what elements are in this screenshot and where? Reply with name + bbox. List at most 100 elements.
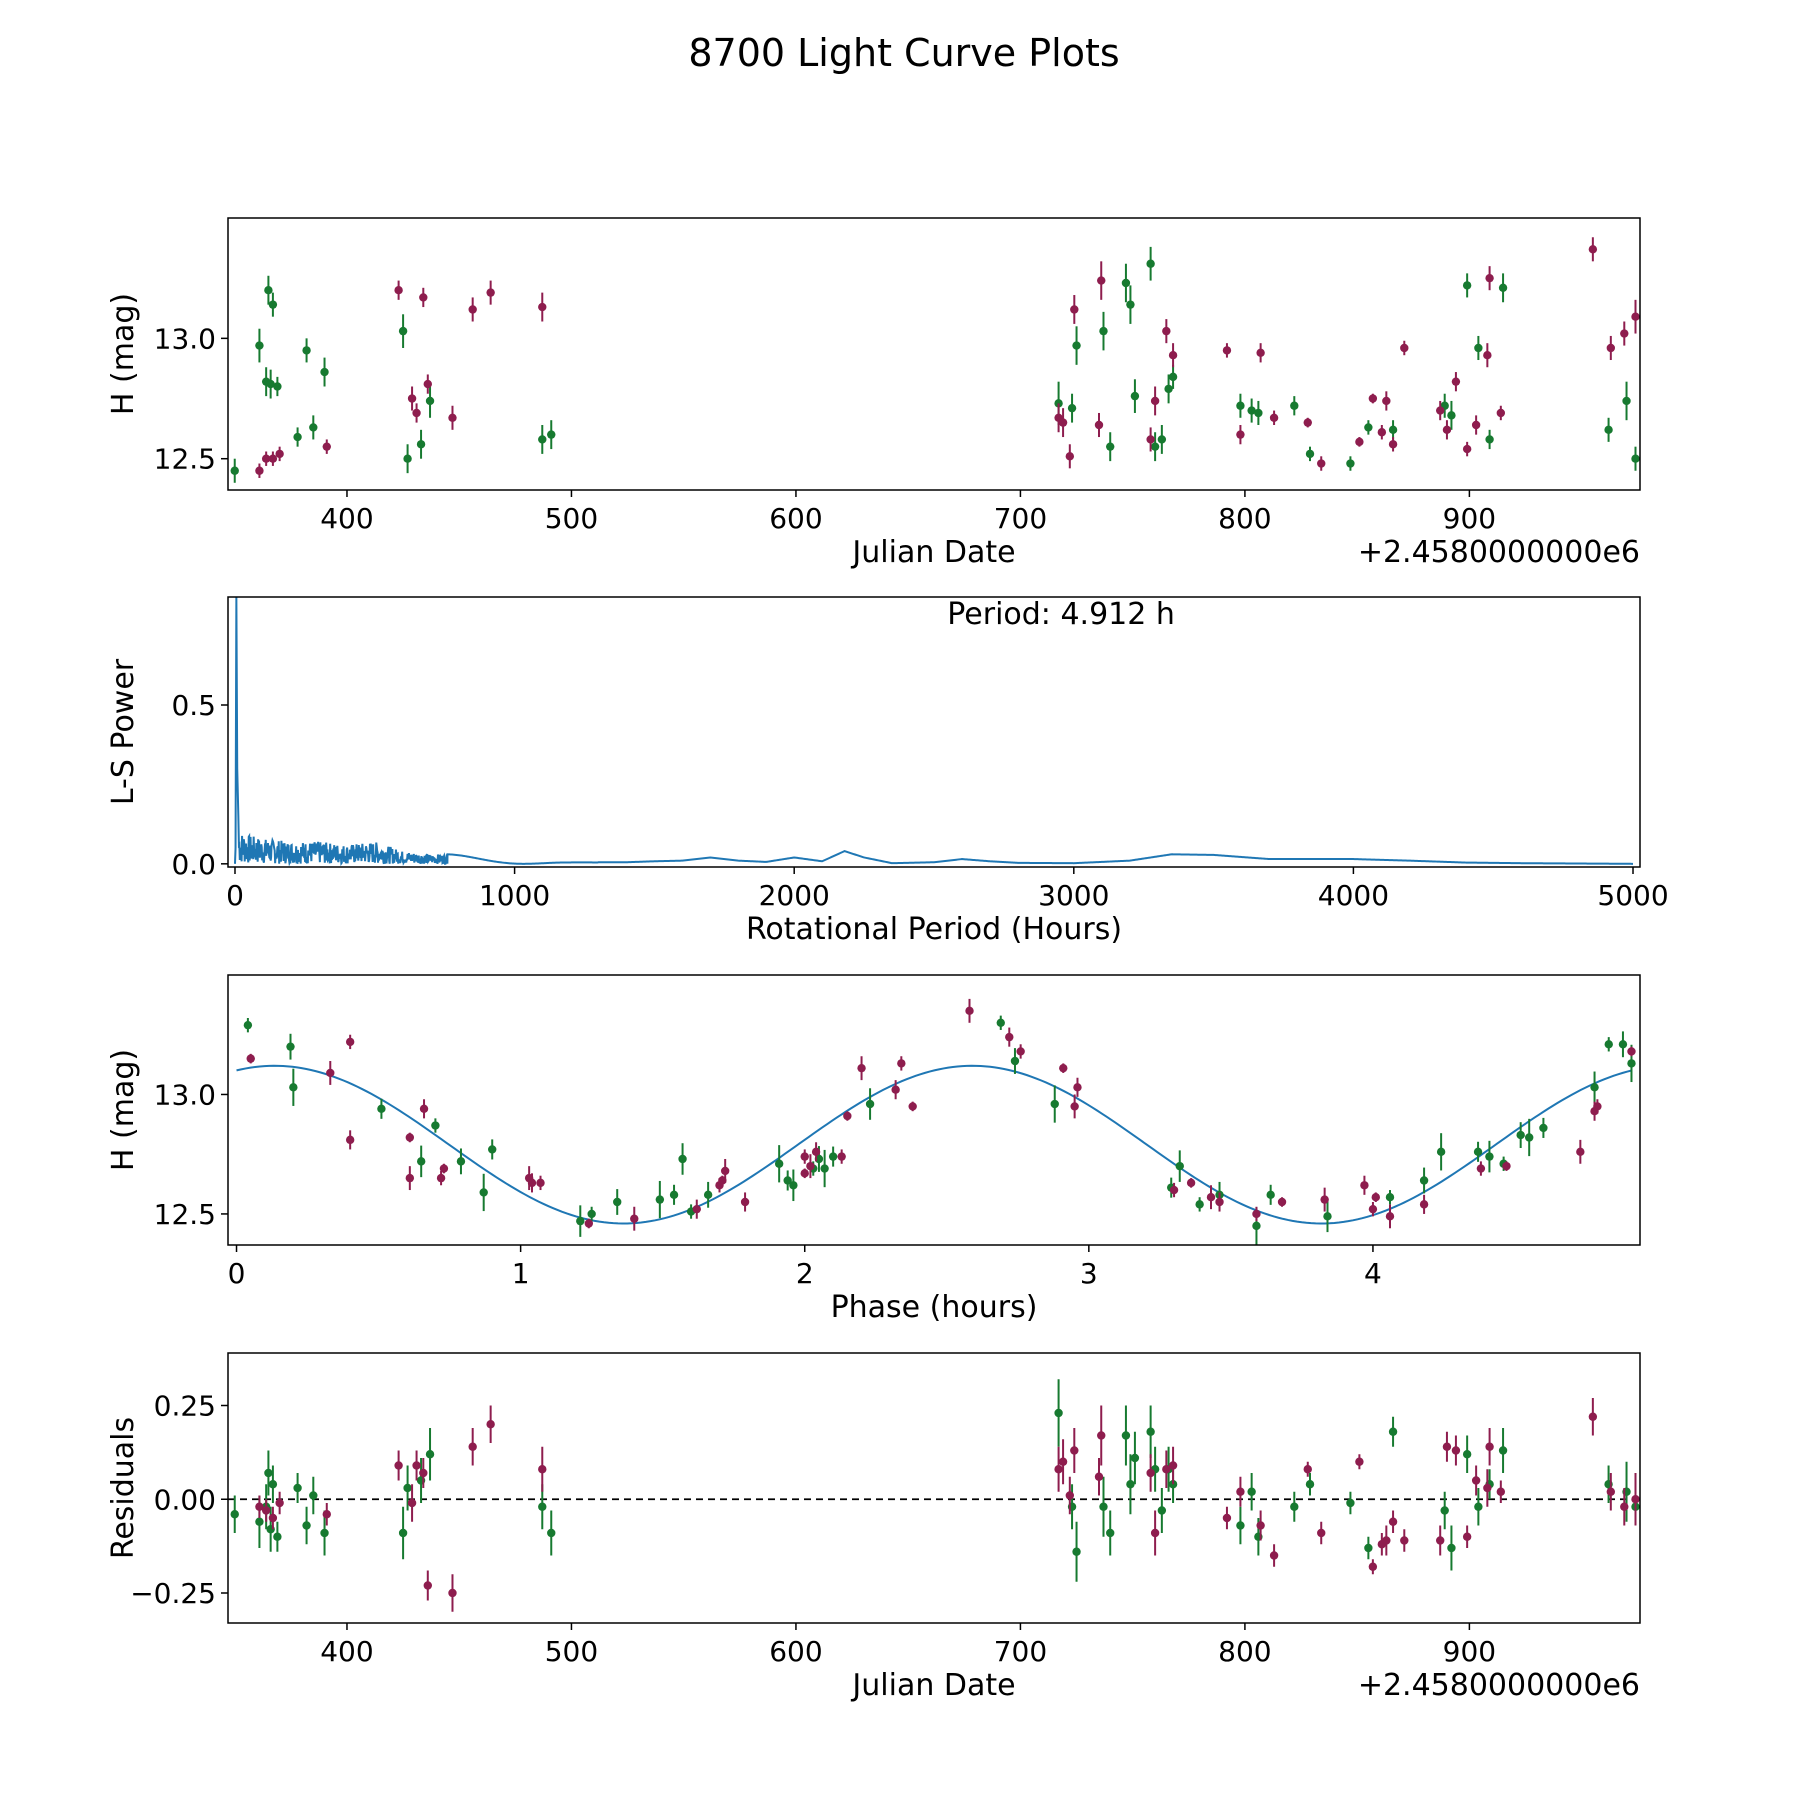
x-tick-label: 500: [545, 1635, 598, 1668]
green-residual-point: [302, 1521, 311, 1530]
green-data-point: [416, 1157, 426, 1166]
magenta-data-point: [423, 379, 432, 389]
magenta-data-point: [1419, 1200, 1429, 1209]
green-data-point: [783, 1176, 792, 1185]
green-data-point: [1164, 384, 1173, 394]
magenta-data-point: [1385, 1212, 1395, 1221]
axes-frame: [227, 974, 1641, 1246]
green-data-point: [1539, 1123, 1548, 1133]
magenta-data-point: [1502, 1161, 1511, 1171]
green-data-point: [1067, 403, 1077, 413]
magenta-data-point: [965, 1006, 974, 1016]
magenta-data-point: [908, 1102, 917, 1111]
magenta-data-point: [1606, 343, 1616, 353]
green-data-point: [1150, 442, 1160, 451]
green-data-point: [1175, 1161, 1184, 1171]
green-residual-point: [230, 1510, 239, 1519]
green-residual-point: [293, 1483, 302, 1493]
green-data-point: [1419, 1176, 1429, 1185]
green-residual-point: [1126, 1480, 1135, 1489]
magenta-data-point: [326, 1068, 335, 1078]
magenta-data-point: [1320, 1195, 1329, 1204]
magenta-data-point: [405, 1133, 415, 1142]
green-data-point: [1436, 1147, 1446, 1157]
magenta-residual-point: [1256, 1521, 1265, 1530]
green-residual-point: [1346, 1498, 1355, 1508]
green-residual-point: [1498, 1446, 1508, 1455]
green-data-point: [1516, 1130, 1525, 1140]
x-tick-label: 800: [1218, 502, 1271, 535]
magenta-data-point: [1070, 305, 1079, 314]
magenta-data-point: [1016, 1047, 1025, 1056]
x-tick-label: 700: [994, 1635, 1047, 1668]
magenta-data-point: [1186, 1178, 1196, 1188]
green-data-point: [613, 1197, 622, 1207]
magenta-residual-point: [261, 1506, 271, 1515]
green-data-point: [547, 430, 556, 439]
y-axis-label: Residuals: [106, 1417, 141, 1559]
panel-periodogram: 0 1000 2000 3000 4000 5000 0.0 0.5 Rotational Pe…: [106, 596, 1669, 947]
green-data-point: [828, 1152, 838, 1161]
x-tick-label: 1: [512, 1257, 530, 1290]
green-data-point: [1106, 442, 1115, 451]
green-data-point: [255, 341, 264, 350]
magenta-residual-point: [1388, 1517, 1398, 1526]
magenta-data-point: [405, 1173, 415, 1183]
green-data-point: [1498, 283, 1508, 293]
green-data-point: [996, 1018, 1005, 1027]
magenta-data-point: [1277, 1197, 1287, 1207]
green-residual-point: [398, 1528, 408, 1538]
x-tick-label: 0: [228, 1257, 246, 1290]
green-residual-point: [1474, 1502, 1483, 1511]
green-data-point: [678, 1154, 687, 1164]
x-axis-label: Phase (hours): [831, 1290, 1038, 1325]
x-axis-label: Julian Date: [850, 535, 1015, 570]
green-data-point: [1385, 1193, 1395, 1202]
panel-residuals: 400 500 600 700 800 900 −0.25 0.00 0.25 Julian Da…: [106, 1352, 1641, 1703]
x-tick-label: 3: [1080, 1257, 1098, 1290]
magenta-residual-point: [1150, 1528, 1160, 1538]
magenta-data-point: [1303, 418, 1312, 427]
magenta-data-point: [1269, 413, 1279, 422]
magenta-data-point: [1471, 420, 1481, 430]
green-data-point: [1388, 425, 1398, 435]
green-data-point: [789, 1181, 798, 1190]
y-tick-label: 13.0: [154, 322, 216, 355]
green-data-point: [587, 1209, 596, 1219]
magenta-data-point: [1368, 1204, 1378, 1214]
magenta-residual-point: [1462, 1532, 1472, 1541]
magenta-residual-point: [412, 1461, 421, 1470]
fit-curve: [236, 1064, 1633, 1225]
period-annotation: Period: 4.912 h: [947, 597, 1175, 632]
magenta-data-point: [412, 408, 421, 418]
green-residual-point: [309, 1491, 318, 1500]
green-residual-point: [255, 1517, 264, 1526]
plot-area: [233, 597, 1634, 867]
magenta-data-point: [630, 1214, 639, 1223]
green-data-point: [431, 1121, 440, 1130]
green-data-point: [1631, 454, 1640, 463]
green-data-point: [1346, 459, 1355, 468]
green-residual-point: [403, 1483, 412, 1493]
magenta-residual-point: [486, 1420, 495, 1429]
magenta-residual-point: [1483, 1483, 1492, 1493]
green-data-point: [1474, 343, 1483, 353]
y-tick-label: 0.00: [154, 1483, 216, 1516]
plot-area: [228, 1379, 1640, 1612]
magenta-data-point: [740, 1197, 750, 1207]
green-data-point: [1305, 449, 1315, 459]
magenta-data-point: [1593, 1102, 1602, 1111]
green-data-point: [1099, 326, 1108, 336]
green-residual-point: [1388, 1427, 1398, 1436]
magenta-residual-point: [268, 1513, 278, 1523]
magenta-residual-point: [275, 1498, 284, 1508]
magenta-data-point: [1620, 329, 1629, 338]
magenta-residual-point: [394, 1461, 403, 1470]
x-tick-label: 900: [1443, 1635, 1496, 1668]
magenta-residual-point: [1368, 1562, 1378, 1571]
green-data-point: [302, 346, 311, 355]
magenta-data-point: [536, 1178, 545, 1188]
x-tick-label: 0: [226, 879, 244, 912]
green-data-point: [1618, 1040, 1628, 1049]
magenta-data-point: [1150, 396, 1160, 406]
